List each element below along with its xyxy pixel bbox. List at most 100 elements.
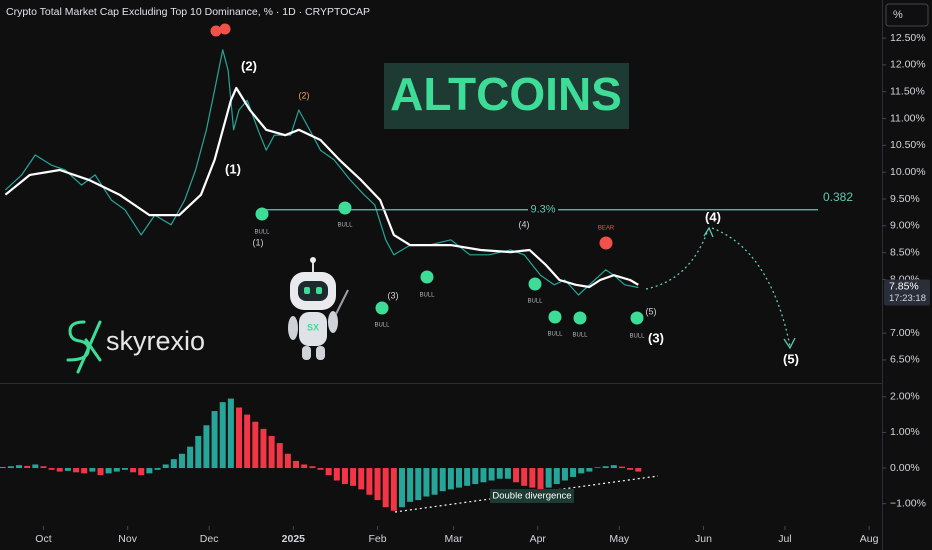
histogram-bar (293, 460, 300, 469)
annotation: BULL (419, 293, 435, 299)
histogram-bar (553, 468, 560, 485)
annotation: (4) (705, 209, 721, 224)
robot-illustration: SX (288, 257, 349, 360)
histogram-bar (236, 407, 243, 469)
histogram-bar (627, 468, 634, 470)
annotation: BULL (254, 230, 270, 236)
unit-button[interactable] (885, 3, 929, 27)
signal-dot (375, 301, 389, 315)
histogram-bar (309, 466, 316, 469)
annotation: (5) (646, 306, 657, 316)
histogram-bar (447, 468, 454, 490)
y-tick-label: 10.50% (890, 139, 926, 151)
signal-dot (338, 201, 352, 215)
y-tick-label: 8.50% (890, 246, 920, 258)
histogram-bar (586, 468, 593, 472)
histogram-bar (366, 468, 373, 495)
histogram-bar (178, 453, 185, 469)
annotation: BULL (527, 299, 543, 305)
histogram-bar (113, 468, 120, 472)
x-tick-label: 2025 (282, 533, 306, 545)
histogram-bar (374, 468, 381, 501)
histogram-bar (333, 468, 340, 481)
annotation: (5) (783, 351, 799, 366)
annotation: (2) (299, 90, 310, 100)
histogram-bar (480, 468, 487, 483)
y-tick-label: 7.00% (890, 327, 920, 339)
series-line (4, 86, 639, 289)
histogram-bar (24, 465, 31, 469)
last-value-label: 7.85% (889, 280, 919, 292)
histogram-bar (561, 468, 568, 481)
histogram-bar (130, 468, 137, 473)
histogram-bar (56, 468, 63, 472)
histogram-bar (260, 428, 267, 469)
x-tick-label: Mar (445, 533, 464, 545)
brand: skyrexio (106, 326, 205, 356)
signal-dot (420, 270, 434, 284)
histogram-bar (97, 468, 104, 476)
signal-dot (573, 311, 587, 325)
signal-dot (548, 310, 562, 324)
y-tick-label: 12.00% (890, 59, 926, 71)
histogram-bar (73, 468, 80, 473)
histogram-bar (496, 468, 503, 479)
svg-text:SX: SX (307, 322, 319, 332)
histogram-bar (317, 468, 324, 470)
y-tick-label: 11.00% (890, 112, 925, 124)
histogram-bar (504, 468, 511, 479)
histogram-bar (219, 402, 226, 469)
chart-title: Crypto Total Market Cap Excluding Top 10… (6, 6, 370, 18)
ratio-label: 0.382 (823, 190, 853, 204)
histogram-bar (488, 468, 495, 481)
x-tick-label: Apr (530, 533, 547, 545)
histogram-bar (146, 468, 153, 474)
y-tick-label: 2.00% (890, 391, 920, 403)
annotation: BULL (547, 332, 563, 338)
annotation: BULL (374, 323, 390, 329)
y-tick-label: 9.50% (890, 193, 920, 205)
histogram-bar (578, 468, 585, 474)
y-tick-label: 1.00% (890, 426, 920, 438)
level-label: 9.3% (530, 204, 555, 216)
histogram-bar (423, 468, 430, 497)
histogram-bar (203, 425, 210, 469)
signal-dot (528, 277, 542, 291)
histogram-bar (162, 464, 169, 469)
x-tick-label: Feb (368, 533, 386, 545)
arrow-head (703, 226, 714, 238)
last-value-box (884, 279, 930, 306)
histogram-bar (618, 466, 625, 469)
divergence-line (394, 475, 659, 513)
x-tick-label: May (609, 533, 630, 545)
histogram-bar (545, 468, 552, 488)
annotation: BULL (629, 334, 645, 340)
histogram-bar (537, 468, 544, 490)
histogram-bar (121, 468, 128, 470)
histogram-bar (570, 468, 577, 477)
histogram-bar (439, 468, 446, 492)
histogram-bar (284, 453, 291, 469)
histogram-bar (398, 468, 405, 508)
annotation: (3) (648, 330, 664, 345)
signal-dot (219, 23, 231, 35)
histogram-bar (635, 468, 642, 472)
y-tick-label: 0.00% (890, 462, 920, 474)
x-tick-label: Oct (35, 533, 51, 545)
level-label-bg (528, 202, 558, 217)
annotation: (3) (388, 290, 399, 300)
histogram-bar (170, 459, 177, 469)
histogram-bar (64, 468, 71, 471)
annotation: Double divergence (492, 491, 571, 502)
histogram-bar (89, 468, 96, 472)
signal-dot (599, 236, 613, 250)
histogram-bar (105, 468, 112, 474)
histogram-bar (138, 468, 145, 476)
arrow-head (783, 337, 796, 350)
x-tick-label: Nov (118, 533, 137, 545)
projection-down (711, 227, 791, 347)
histogram-bar (32, 464, 39, 469)
histogram-bar (464, 468, 471, 486)
histogram-bar (325, 468, 332, 476)
